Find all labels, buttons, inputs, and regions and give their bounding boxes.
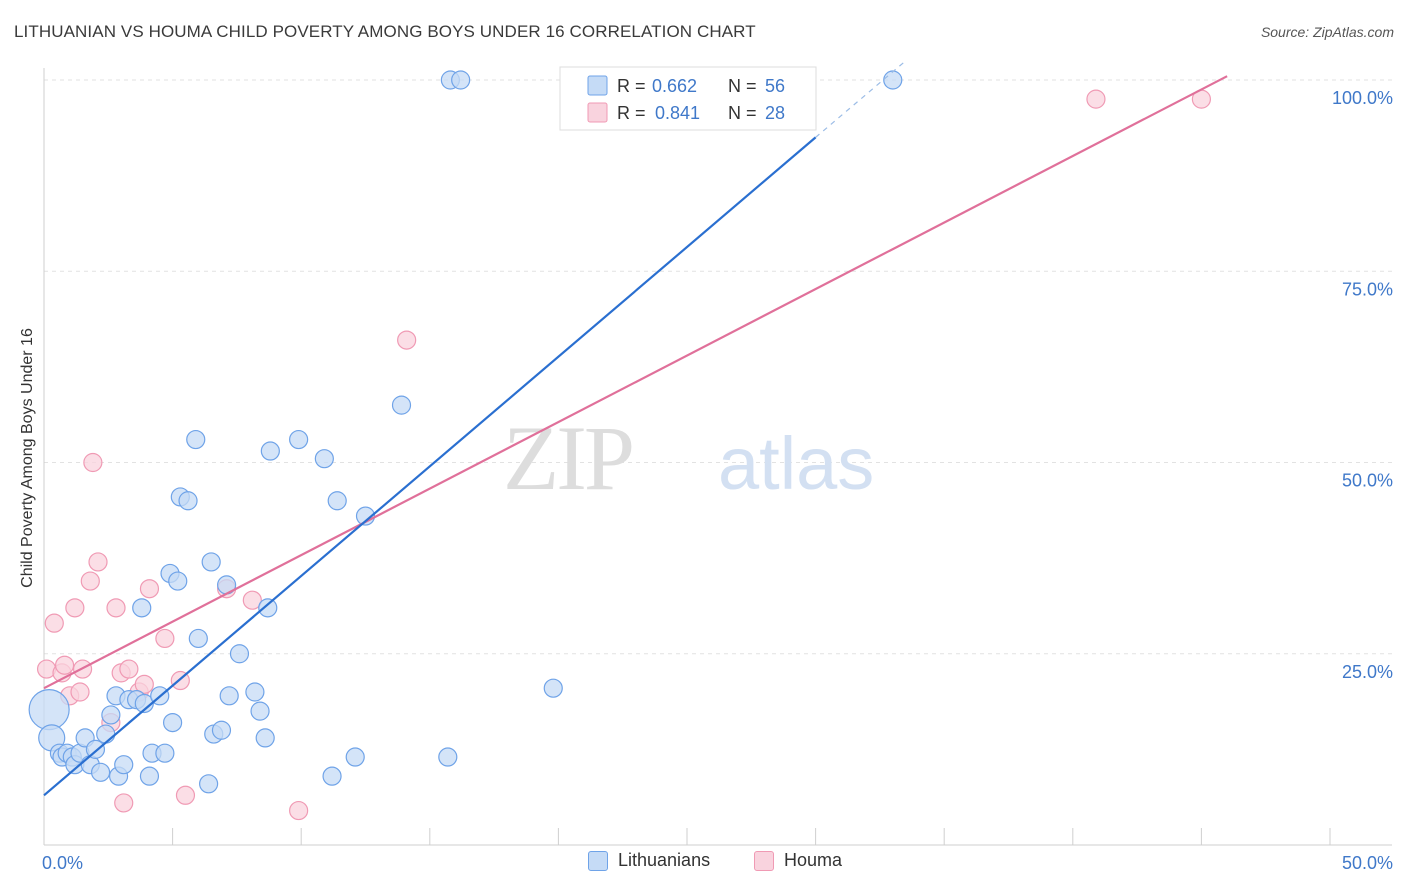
lithuanians-point: [178, 491, 198, 511]
lithuanians-point: [289, 429, 309, 450]
houma-point: [119, 659, 139, 679]
legend-n-label-lithuanians: N =: [728, 76, 757, 96]
legend-r-label-lithuanians: R =: [617, 76, 646, 96]
y-tick-label: 75.0%: [1342, 279, 1393, 299]
legend-item-houma: Houma: [754, 850, 842, 871]
x-tick-label: 0.0%: [42, 853, 83, 873]
legend-label-lithuanians: Lithuanians: [618, 850, 711, 870]
lithuanians-point: [322, 766, 342, 786]
lithuanians-point: [451, 70, 471, 90]
source-credit: Source: ZipAtlas.com: [1260, 24, 1394, 40]
legend-r-value-lithuanians: 0.662: [652, 76, 697, 96]
lithuanians-point: [219, 686, 239, 706]
lithuanians-point: [327, 491, 347, 511]
lithuanians-point: [199, 774, 219, 794]
legend-swatch-lithuanians-bottom: [588, 850, 608, 871]
legend-item-lithuanians: Lithuanians: [588, 850, 710, 871]
houma-point: [242, 590, 262, 610]
legend-swatch-houma: [587, 102, 608, 123]
lithuanians-point: [188, 628, 208, 649]
houma-point: [83, 452, 103, 473]
houma-point: [70, 682, 90, 702]
lithuanians-point: [345, 747, 365, 767]
lithuanians-trend-line: [43, 136, 817, 797]
lithuanians-point: [391, 395, 412, 415]
x-tick-label: 50.0%: [1342, 853, 1393, 873]
lithuanians-point: [163, 712, 183, 733]
houma-point: [289, 800, 309, 821]
lithuanians-point: [168, 571, 188, 591]
lithuanians-point: [90, 762, 111, 782]
lithuanians-point: [101, 705, 121, 725]
lithuanians-point: [438, 747, 458, 767]
lithuanians-point: [186, 429, 206, 450]
houma-point: [134, 674, 154, 694]
watermark-zip: ZIP: [503, 407, 632, 509]
lithuanians-point: [132, 598, 152, 618]
y-tick-label: 50.0%: [1342, 471, 1393, 491]
lithuanians-point: [96, 724, 116, 744]
legend-n-value-houma: 28: [765, 103, 785, 123]
houma-point: [175, 785, 196, 805]
houma-point: [80, 571, 100, 591]
lithuanians-point: [543, 678, 563, 698]
lithuanians-point: [260, 441, 280, 461]
houma-point: [114, 793, 134, 813]
lithuanians-points: [28, 70, 903, 794]
lithuanians-point: [155, 743, 175, 763]
tick-labels: 25.0% 50.0% 75.0% 100.0% 0.0% 50.0%: [42, 88, 1393, 873]
lithuanians-point: [211, 720, 232, 740]
houma-point: [54, 655, 75, 675]
houma-point: [155, 628, 175, 649]
legend-box: R = 0.662 N = 56 R = 0.841 N = 28: [559, 66, 817, 131]
lithuanians-point: [250, 701, 270, 721]
houma-point: [44, 613, 64, 633]
houma-point: [397, 330, 417, 350]
houma-trend-line: [43, 75, 1228, 690]
houma-point: [88, 552, 108, 572]
legend-swatch-lithuanians: [587, 75, 608, 96]
series-legend: Lithuanians Houma: [0, 850, 1406, 878]
y-tick-label: 25.0%: [1342, 662, 1393, 682]
lithuanians-trend-extension: [815, 60, 907, 138]
lithuanians-point: [229, 644, 250, 664]
y-tick-label: 100.0%: [1332, 88, 1393, 108]
lithuanians-point: [314, 449, 334, 469]
lithuanians-point: [28, 688, 70, 731]
houma-point: [1086, 89, 1106, 109]
lithuanians-point: [255, 728, 275, 748]
lithuanians-point: [139, 766, 160, 786]
lithuanians-point: [201, 552, 221, 572]
legend-n-value-lithuanians: 56: [765, 76, 785, 96]
houma-point: [65, 598, 85, 618]
lithuanians-point: [258, 598, 278, 618]
watermark-atlas: atlas: [718, 422, 874, 505]
gridlines: [44, 79, 1392, 655]
lithuanians-point: [883, 70, 903, 90]
legend-swatch-houma-bottom: [754, 850, 774, 871]
houma-point: [139, 579, 160, 599]
lithuanians-point: [245, 682, 265, 702]
legend-r-value-houma: 0.841: [655, 103, 700, 123]
legend-label-houma: Houma: [784, 850, 843, 870]
watermark: ZIP atlas: [503, 407, 874, 509]
chart-title: LITHUANIAN VS HOUMA CHILD POVERTY AMONG …: [14, 22, 756, 41]
legend-n-label-houma: N =: [728, 103, 757, 123]
houma-point: [106, 598, 126, 618]
trend-lines: [43, 60, 1228, 797]
legend-r-label-houma: R =: [617, 103, 646, 123]
lithuanians-point: [114, 755, 134, 775]
